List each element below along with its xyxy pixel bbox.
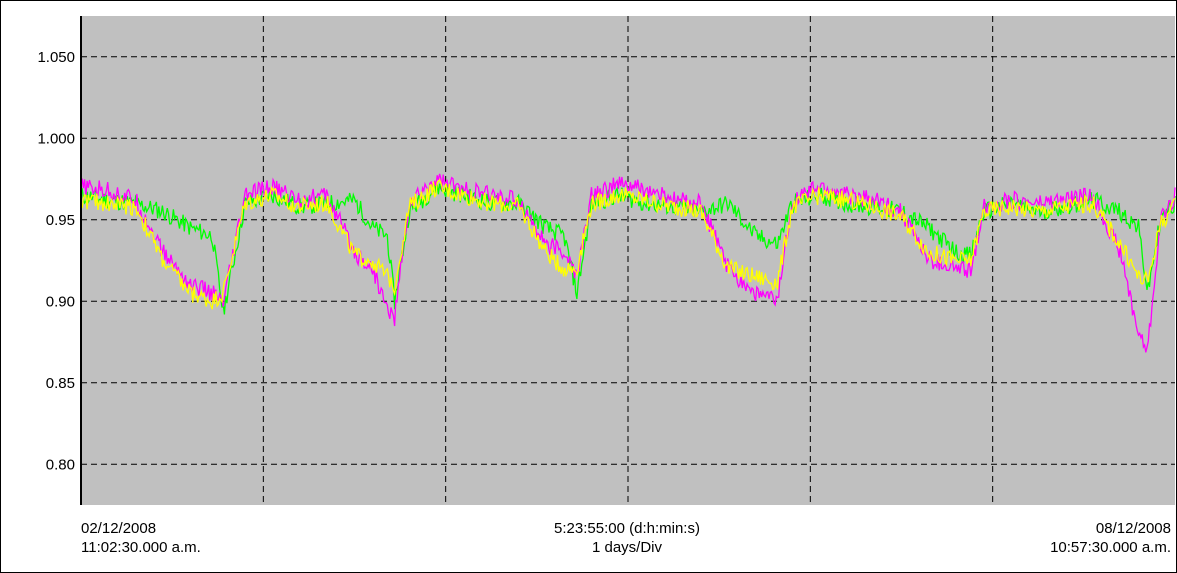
y-tick-label: 1.050 — [37, 49, 75, 66]
y-tick-labels: 0.80 0.85 0.90 0.95 1.000 1.050 — [37, 49, 75, 474]
x-start-time: 11:02:30.000 a.m. — [81, 539, 201, 556]
grid-lines — [81, 16, 1175, 505]
series-layer — [80, 173, 1176, 353]
y-tick-label: 0.80 — [46, 456, 75, 473]
y-tick-label: 0.85 — [46, 375, 75, 392]
y-tick-label: 0.90 — [46, 293, 75, 310]
series-line-2 — [80, 178, 1176, 310]
x-division-label: 1 days/Div — [591, 539, 663, 556]
x-end-date: 08/12/2008 — [1095, 520, 1171, 537]
x-span-label: 5:23:55:00 (d:h:min:s) — [554, 520, 700, 537]
x-start-date: 02/12/2008 — [81, 520, 157, 537]
y-tick-label: 0.95 — [46, 212, 75, 229]
x-end-time: 10:57:30.000 a.m. — [1050, 539, 1171, 556]
y-tick-label: 1.000 — [37, 130, 75, 147]
